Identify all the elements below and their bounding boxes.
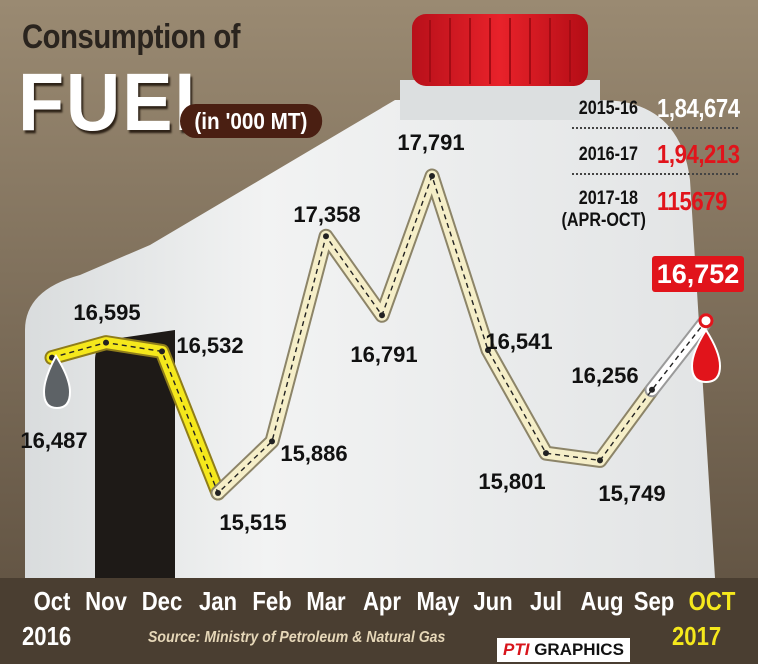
title-line1: Consumption of	[22, 18, 241, 56]
red-cap	[412, 14, 588, 86]
data-point-jul-9	[543, 450, 549, 457]
month-label-feb: Feb	[252, 586, 292, 616]
summary-label-2015-16: 2015-16	[578, 98, 638, 119]
value-label-may: 17,791	[397, 130, 465, 155]
month-label-dec: Dec	[141, 586, 183, 616]
value-label-jan: 15,515	[219, 510, 287, 535]
month-label-jun: Jun	[473, 586, 513, 616]
data-point-jan-3	[215, 490, 221, 496]
red-drop-icon	[690, 328, 722, 384]
credit-text: GRAPHICS	[534, 640, 624, 659]
month-label-apr: Apr	[362, 586, 402, 616]
footer-band	[0, 578, 758, 664]
summary-divider	[572, 173, 738, 175]
data-point-may-7	[429, 173, 435, 179]
pti-logo: PTI	[503, 640, 530, 659]
year-label-2017: 2017	[672, 621, 722, 651]
value-label-oct-2016: 16,487	[20, 428, 88, 453]
value-label-apr: 16,791	[350, 342, 418, 367]
summary-label-2016-17: 2016-17	[578, 144, 638, 165]
summary-label-2017-18: 2017-18 (APR-OCT)	[561, 188, 646, 231]
value-label-sep: 16,256	[571, 363, 639, 388]
month-label-jan: Jan	[198, 586, 238, 616]
month-label-sep: Sep	[633, 586, 675, 616]
data-point-sep-11	[649, 386, 655, 393]
data-point-oct-12	[698, 313, 714, 329]
data-point-apr-6	[379, 312, 385, 319]
month-label-oct: Oct	[33, 586, 71, 616]
value-label-jul: 15,801	[478, 469, 546, 494]
summary-value-2015-16: 1,84,674	[657, 93, 740, 123]
value-label-jun: 16,541	[485, 329, 553, 354]
chart-markers	[49, 173, 714, 496]
summary-value-2016-17: 1,94,213	[657, 139, 740, 169]
year-label-2016: 2016	[22, 621, 72, 651]
credit-badge: PTI GRAPHICS	[497, 638, 630, 662]
summary-value-2017-18: 115679	[657, 186, 727, 216]
value-label-dec: 16,532	[176, 333, 244, 358]
data-point-feb-4	[269, 438, 275, 445]
month-label-mar: Mar	[306, 586, 346, 616]
value-label-mar: 17,358	[293, 202, 361, 227]
data-point-jun-8	[485, 347, 491, 354]
cap-ridges	[429, 18, 571, 84]
data-point-dec-2	[159, 348, 165, 355]
month-label-nov: Nov	[85, 586, 127, 616]
month-label-oct-2017: OCT	[688, 586, 736, 616]
value-label-oct-2017: 16,752	[652, 256, 744, 292]
jerrycan-handle-hole	[95, 330, 175, 578]
month-label-may: May	[416, 586, 460, 616]
data-point-mar-5	[323, 233, 329, 240]
value-label-nov: 16,595	[73, 300, 141, 325]
value-label-aug: 15,749	[598, 481, 666, 506]
source-note: Source: Ministry of Petroleum & Natural …	[148, 629, 446, 646]
month-label-aug: Aug	[580, 586, 624, 616]
data-point-nov-1	[103, 339, 109, 346]
value-label-feb: 15,886	[280, 441, 348, 466]
summary-divider	[572, 127, 738, 129]
oil-drop-icon	[42, 354, 72, 410]
unit-label: (in '000 MT)	[180, 104, 322, 138]
data-point-aug-10	[597, 457, 603, 464]
jerrycan-neck	[400, 80, 600, 120]
month-label-jul: Jul	[530, 586, 562, 616]
